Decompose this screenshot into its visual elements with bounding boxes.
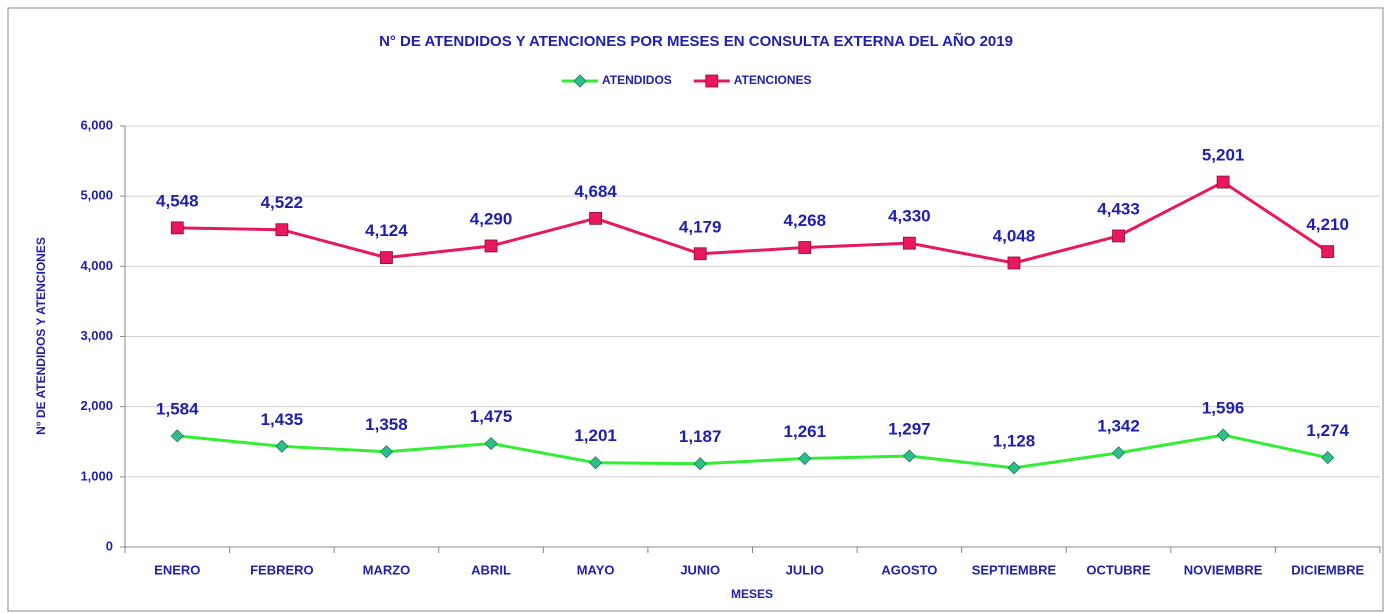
data-point (799, 242, 811, 254)
y-tick-label: 2,000 (80, 398, 113, 413)
data-label: 4,179 (679, 217, 722, 236)
x-tick-label: JUNIO (680, 562, 720, 577)
x-tick-label: MAYO (577, 562, 615, 577)
data-label: 1,475 (470, 407, 513, 426)
chart: N° DE ATENDIDOS Y ATENCIONES POR MESES E… (0, 0, 1389, 613)
y-tick-label: 0 (106, 538, 113, 553)
data-label: 5,201 (1202, 146, 1245, 165)
data-point (1008, 257, 1020, 269)
x-axis-title: MESES (731, 587, 773, 601)
data-label: 4,048 (993, 226, 1036, 245)
data-point (380, 252, 392, 264)
x-tick-label: ABRIL (471, 562, 511, 577)
chart-border (8, 8, 1383, 611)
data-label: 4,330 (888, 207, 931, 226)
x-tick-label: NOVIEMBRE (1184, 562, 1263, 577)
data-label: 4,522 (261, 193, 304, 212)
x-tick-label: ENERO (154, 562, 200, 577)
data-label: 4,684 (574, 182, 617, 201)
data-label: 1,435 (261, 410, 304, 429)
data-label: 1,342 (1097, 416, 1140, 435)
data-label: 1,261 (784, 422, 827, 441)
x-tick-label: OCTUBRE (1086, 562, 1151, 577)
data-label: 1,274 (1306, 421, 1349, 440)
data-point (590, 212, 602, 224)
legend-label: ATENCIONES (734, 73, 812, 87)
x-tick-label: JULIO (786, 562, 824, 577)
data-label: 1,128 (993, 431, 1036, 450)
data-point (694, 248, 706, 260)
legend-marker (706, 75, 718, 87)
data-point (1217, 176, 1229, 188)
y-tick-label: 3,000 (80, 328, 113, 343)
y-axis-title: N° DE ATENDIDOS Y ATENCIONES (34, 237, 48, 435)
data-point (171, 222, 183, 234)
legend-label: ATENDIDOS (602, 73, 672, 87)
x-tick-label: AGOSTO (881, 562, 937, 577)
chart-title: N° DE ATENDIDOS Y ATENCIONES POR MESES E… (379, 32, 1013, 50)
data-point (276, 224, 288, 236)
data-label: 1,201 (574, 426, 617, 445)
data-point (485, 240, 497, 252)
data-label: 1,584 (156, 399, 199, 418)
data-label: 4,124 (365, 221, 408, 240)
data-point (1113, 230, 1125, 242)
data-label: 4,290 (470, 209, 513, 228)
x-tick-label: FEBRERO (250, 562, 314, 577)
data-label: 1,297 (888, 419, 931, 438)
data-label: 1,358 (365, 415, 408, 434)
data-point (903, 237, 915, 249)
data-label: 4,210 (1306, 215, 1349, 234)
data-label: 1,187 (679, 427, 722, 446)
y-tick-label: 5,000 (80, 188, 113, 203)
y-tick-label: 6,000 (80, 117, 113, 132)
x-tick-label: DICIEMBRE (1291, 562, 1364, 577)
data-label: 1,596 (1202, 398, 1245, 417)
x-tick-label: SEPTIEMBRE (972, 562, 1057, 577)
x-tick-label: MARZO (363, 562, 411, 577)
y-tick-label: 4,000 (80, 258, 113, 273)
data-label: 4,268 (784, 211, 827, 230)
data-point (1322, 246, 1334, 258)
y-tick-label: 1,000 (80, 468, 113, 483)
data-label: 4,548 (156, 191, 199, 210)
data-label: 4,433 (1097, 199, 1140, 218)
